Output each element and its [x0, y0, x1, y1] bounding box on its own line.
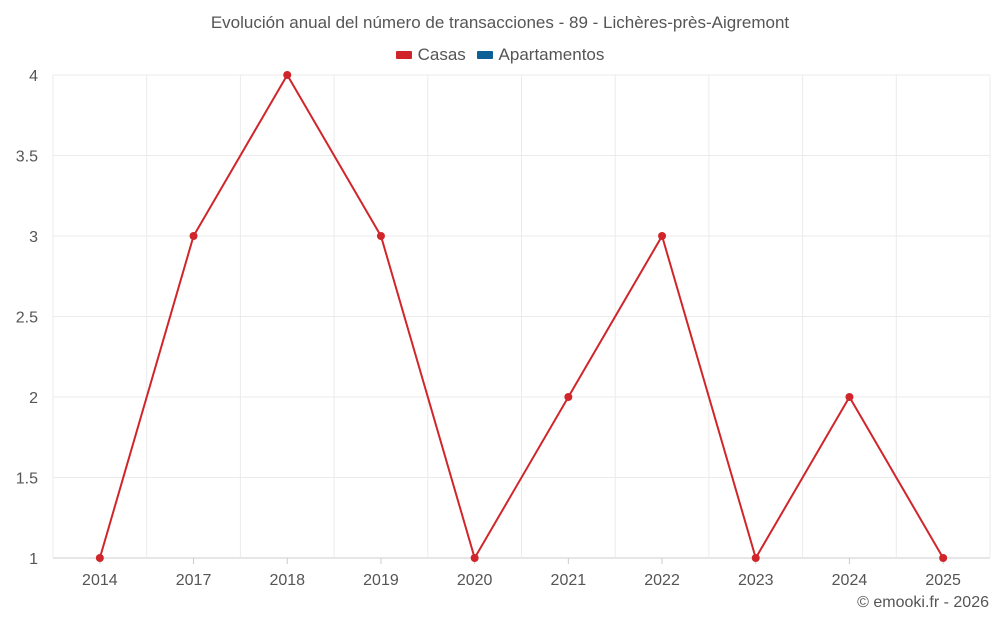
- axis-layer: 1 1.5 2 2.5 3 3.5 4 2014 2017 2018 2019 2020 2021 202…: [16, 68, 961, 589]
- data-point: [658, 232, 667, 240]
- data-point: [189, 232, 198, 240]
- y-tick-label: 2: [29, 390, 38, 407]
- x-tick-label: 2020: [457, 572, 493, 589]
- credit-text: © emooki.fr - 2026: [857, 594, 989, 611]
- series-layer: [95, 71, 948, 562]
- legend-swatch-casas: [395, 51, 412, 59]
- data-point: [95, 554, 104, 562]
- y-tick-label: 2.5: [16, 310, 38, 327]
- data-point: [283, 71, 292, 79]
- series-line-casas: [98, 74, 945, 559]
- legend-label-apartamentos: Apartamentos: [498, 45, 605, 64]
- x-tick-label: 2021: [551, 572, 587, 589]
- legend-item-casas[interactable]: Casas: [395, 45, 466, 65]
- x-tick-label: 2018: [269, 572, 305, 589]
- y-tick-label: 1.5: [16, 471, 38, 488]
- x-tick-label: 2025: [925, 572, 961, 589]
- x-tick-label: 2017: [176, 572, 212, 589]
- legend-label-casas: Casas: [417, 45, 466, 64]
- data-point: [376, 232, 385, 240]
- y-tick-label: 3.5: [16, 149, 38, 166]
- data-point: [939, 554, 948, 562]
- data-point: [564, 393, 573, 401]
- legend-swatch-apartamentos: [476, 51, 493, 59]
- x-tick-label: 2022: [644, 572, 680, 589]
- data-point: [470, 554, 479, 562]
- data-point: [845, 393, 854, 401]
- y-tick-label: 1: [29, 551, 38, 568]
- y-tick-label: 3: [29, 229, 38, 246]
- chart-title: Evolución anual del número de transaccio…: [210, 13, 790, 32]
- y-tick-label: 4: [29, 68, 38, 85]
- legend: Casas Apartamentos: [0, 44, 1000, 65]
- x-tick-label: 2014: [82, 572, 118, 589]
- data-point: [751, 554, 760, 562]
- x-tick-label: 2023: [738, 572, 774, 589]
- grid-layer: [52, 74, 991, 559]
- legend-item-apartamentos[interactable]: Apartamentos: [476, 45, 605, 65]
- x-tick-label: 2019: [363, 572, 399, 589]
- x-tick-label: 2024: [832, 572, 868, 589]
